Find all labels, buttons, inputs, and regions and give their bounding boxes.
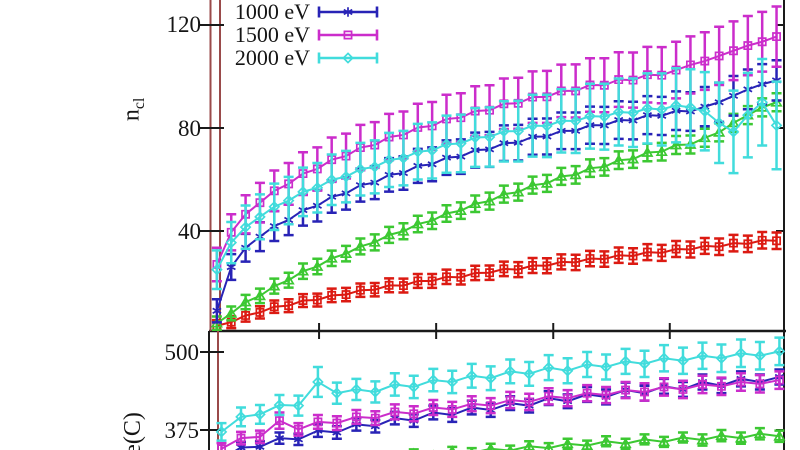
legend-sample-errorbar-icon	[317, 6, 379, 17]
y-axis-label-ncl: ncl	[118, 97, 149, 122]
legend-item-1000ev: 1000 eV	[228, 0, 380, 23]
ytick-label-500: 500	[164, 340, 200, 365]
ytick-label-80: 80	[178, 116, 201, 141]
legend-item-1500ev: 1500 eV	[228, 23, 380, 46]
legend-label: 2000 eV	[234, 44, 310, 70]
legend-label: 1500 eV	[234, 21, 310, 47]
legend-sample-errorbar-icon	[317, 29, 379, 40]
legend-item-2000ev: 2000 eV	[228, 46, 380, 69]
legend-label: 1000 eV	[234, 0, 310, 24]
legend: 1000 eV 1500 eV 2000 eV	[228, 0, 380, 69]
ytick-label-375: 375	[164, 418, 200, 443]
y-axis-label-celsius: e(C)	[119, 412, 146, 450]
ytick-label-120: 120	[166, 12, 202, 37]
ytick-label-40: 40	[178, 219, 201, 244]
legend-sample-errorbar-icon	[317, 51, 379, 64]
